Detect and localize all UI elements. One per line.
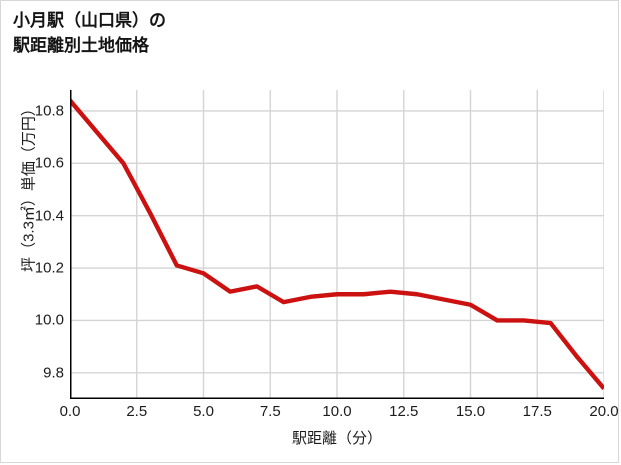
x-axis-tick-labels: 0.0 2.5 5.0 7.5 10.0 12.5 15.0 17.5 20.0: [60, 403, 619, 427]
page-title: 小月駅（山口県）の 駅距離別土地価格: [13, 11, 166, 55]
x-tick-label: 0.0: [59, 403, 81, 420]
x-tick-label: 20.0: [589, 403, 619, 420]
x-tick-label: 17.5: [522, 403, 552, 420]
x-tick-label: 10.0: [322, 403, 352, 420]
grid-lines: [70, 90, 604, 399]
y-tick-label: 10.2: [34, 259, 64, 277]
x-tick-label: 12.5: [389, 403, 419, 420]
y-tick-label: 10.6: [34, 154, 64, 172]
data-series-line: [70, 99, 604, 390]
y-tick-label: 9.8: [43, 364, 64, 382]
x-axis-title: 駅距離（分）: [291, 430, 382, 447]
x-tick-label: 2.5: [126, 403, 148, 420]
y-axis-tick-labels: 9.8 10.0 10.2 10.4 10.6 10.8: [1, 90, 64, 399]
x-tick-label: 15.0: [455, 403, 486, 420]
plot-area: [70, 90, 604, 399]
x-tick-label: 5.0: [193, 403, 214, 420]
y-tick-label: 10.0: [34, 311, 64, 329]
line-chart-svg: [70, 90, 604, 399]
series-polyline: [70, 99, 604, 390]
y-axis-title: 坪（3.3㎡）単価（万円）: [20, 101, 38, 272]
x-tick-label: 7.5: [259, 403, 281, 420]
y-tick-label: 10.4: [34, 207, 64, 225]
y-tick-label: 10.8: [34, 102, 64, 120]
